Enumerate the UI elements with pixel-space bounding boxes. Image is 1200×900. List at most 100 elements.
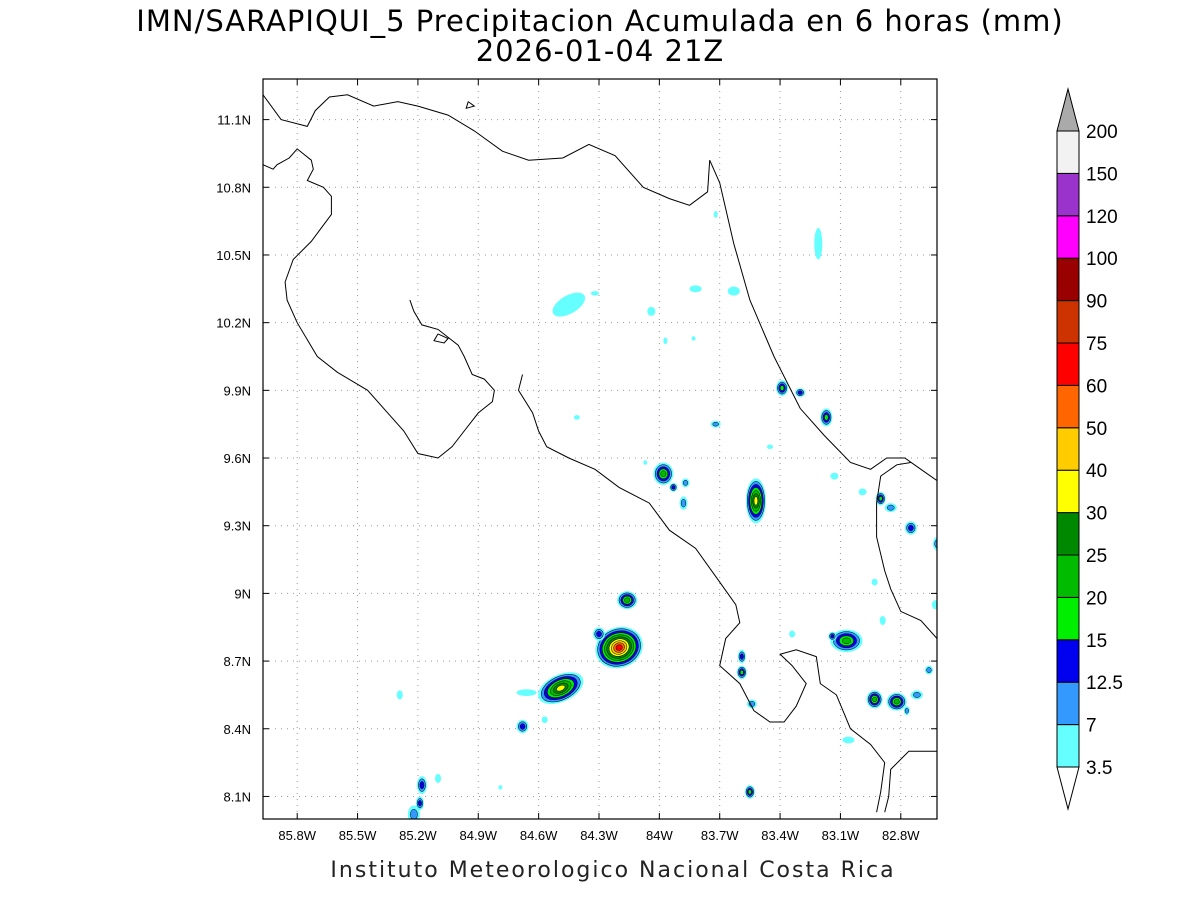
precip-cell bbox=[415, 796, 424, 810]
precip-contour bbox=[643, 460, 648, 465]
precip-contour bbox=[596, 630, 602, 638]
colorbar-swatch bbox=[1056, 215, 1080, 259]
precip-cell bbox=[737, 649, 746, 664]
coastline bbox=[263, 94, 937, 482]
precip-contour bbox=[689, 285, 702, 293]
precip-contour bbox=[904, 707, 909, 714]
colorbar-label: 15 bbox=[1086, 631, 1107, 652]
precip-cell bbox=[903, 706, 910, 716]
colorbar-swatch bbox=[1056, 596, 1080, 641]
lake-outline bbox=[433, 333, 449, 344]
colorbar-swatch bbox=[1056, 384, 1080, 429]
colorbar-legend: 3.5 7 12.5 15 20 25 30 40 50 60 75 90 100 120 150 200 bbox=[1056, 87, 1123, 811]
precip-contour bbox=[879, 615, 886, 625]
precip-contour bbox=[830, 634, 835, 639]
colorbar-label: 200 bbox=[1086, 122, 1118, 143]
precip-cell bbox=[871, 578, 878, 586]
precip-cell bbox=[924, 665, 933, 675]
coastline bbox=[884, 750, 937, 813]
precip-cell bbox=[552, 292, 586, 317]
precip-cell bbox=[653, 462, 674, 486]
precip-cell bbox=[745, 478, 766, 524]
precip-contour bbox=[498, 785, 503, 790]
precip-contour bbox=[789, 630, 796, 638]
colorbar-top-arrow bbox=[1056, 87, 1080, 132]
precip-cell bbox=[858, 488, 867, 496]
colorbar-label: 120 bbox=[1086, 207, 1118, 228]
colorbar-swatch bbox=[1056, 724, 1080, 768]
precip-cell bbox=[435, 773, 442, 783]
precip-cell bbox=[541, 716, 548, 724]
precip-contour bbox=[435, 773, 442, 783]
precip-contour bbox=[779, 385, 785, 391]
precip-cell bbox=[595, 626, 643, 669]
precip-contour bbox=[842, 736, 855, 744]
precip-cell bbox=[647, 306, 656, 316]
x-tick-label: 85.2W bbox=[399, 828, 437, 843]
colorbar-swatch bbox=[1056, 300, 1080, 344]
colorbar-label: 30 bbox=[1086, 504, 1107, 525]
colorbar-swatch bbox=[1056, 554, 1080, 598]
precip-cell bbox=[884, 503, 897, 513]
precip-cell bbox=[713, 210, 718, 218]
graticule-grid bbox=[263, 79, 937, 819]
precip-cell bbox=[663, 337, 668, 345]
precip-cell bbox=[886, 692, 907, 711]
precip-contour bbox=[830, 472, 839, 480]
colorbar-swatch bbox=[1056, 427, 1080, 471]
colorbar-swatch bbox=[1056, 172, 1080, 217]
precip-contour bbox=[931, 600, 937, 610]
coastlines bbox=[263, 94, 937, 813]
precip-cell bbox=[710, 420, 721, 428]
x-tick-label: 84.6W bbox=[520, 828, 558, 843]
precip-contour bbox=[893, 699, 900, 705]
precip-cell bbox=[766, 444, 774, 449]
precip-contour bbox=[753, 496, 759, 506]
colorbar-label: 7 bbox=[1086, 716, 1097, 737]
precip-contour bbox=[516, 689, 537, 697]
precip-contour bbox=[552, 292, 586, 317]
precip-contour bbox=[797, 390, 803, 395]
precip-contour bbox=[926, 667, 932, 673]
precip-cell bbox=[498, 785, 503, 790]
precip-cell bbox=[828, 631, 837, 641]
precip-contour bbox=[418, 800, 422, 807]
precip-contour bbox=[908, 524, 914, 532]
plot-frame bbox=[262, 78, 938, 820]
precip-cell bbox=[396, 690, 403, 700]
precip-contour bbox=[410, 808, 418, 819]
colorbar-label: 3.5 bbox=[1086, 758, 1112, 779]
latitude-tick-labels: 8.1N 8.4N 8.7N 9N 9.3N 9.6N 9.9N 10.2N 10.5N 10.8… bbox=[216, 113, 251, 805]
precip-cell bbox=[407, 805, 420, 819]
colorbar-swatch bbox=[1056, 469, 1080, 514]
precip-contour bbox=[712, 421, 719, 427]
precip-contour bbox=[886, 504, 895, 511]
title-line-1: IMN/SARAPIQUI_5 Precipitacion Acumulada … bbox=[136, 4, 1063, 38]
precip-contour bbox=[727, 286, 740, 296]
precip-contour bbox=[824, 414, 829, 421]
x-tick-label: 83.1W bbox=[822, 828, 860, 843]
precip-contour bbox=[647, 306, 656, 316]
precip-cell bbox=[590, 291, 599, 296]
precip-cell bbox=[789, 630, 796, 638]
longitude-tick-labels: 85.8W 85.5W 85.2W 84.9W 84.6W 84.3W 84W 83.7W 83… bbox=[278, 828, 920, 843]
y-tick-label: 8.7N bbox=[224, 654, 251, 669]
precip-cell bbox=[795, 388, 806, 398]
precip-cell bbox=[681, 478, 690, 488]
precip-contour bbox=[671, 485, 676, 490]
x-tick-label: 84.9W bbox=[459, 828, 497, 843]
colorbar-label: 90 bbox=[1086, 292, 1107, 313]
y-tick-label: 9.9N bbox=[224, 383, 251, 398]
precip-contour bbox=[872, 696, 877, 703]
precip-cell bbox=[904, 521, 917, 535]
colorbar-swatch bbox=[1056, 342, 1080, 386]
precip-contour bbox=[878, 496, 883, 502]
precip-contour bbox=[573, 415, 580, 420]
precip-cell bbox=[416, 776, 427, 795]
precip-cell bbox=[830, 629, 863, 653]
precip-cell bbox=[516, 719, 529, 734]
precip-contour bbox=[739, 669, 744, 675]
x-tick-label: 83.7W bbox=[701, 828, 739, 843]
precip-contour bbox=[624, 597, 631, 603]
precip-cell bbox=[573, 415, 580, 420]
